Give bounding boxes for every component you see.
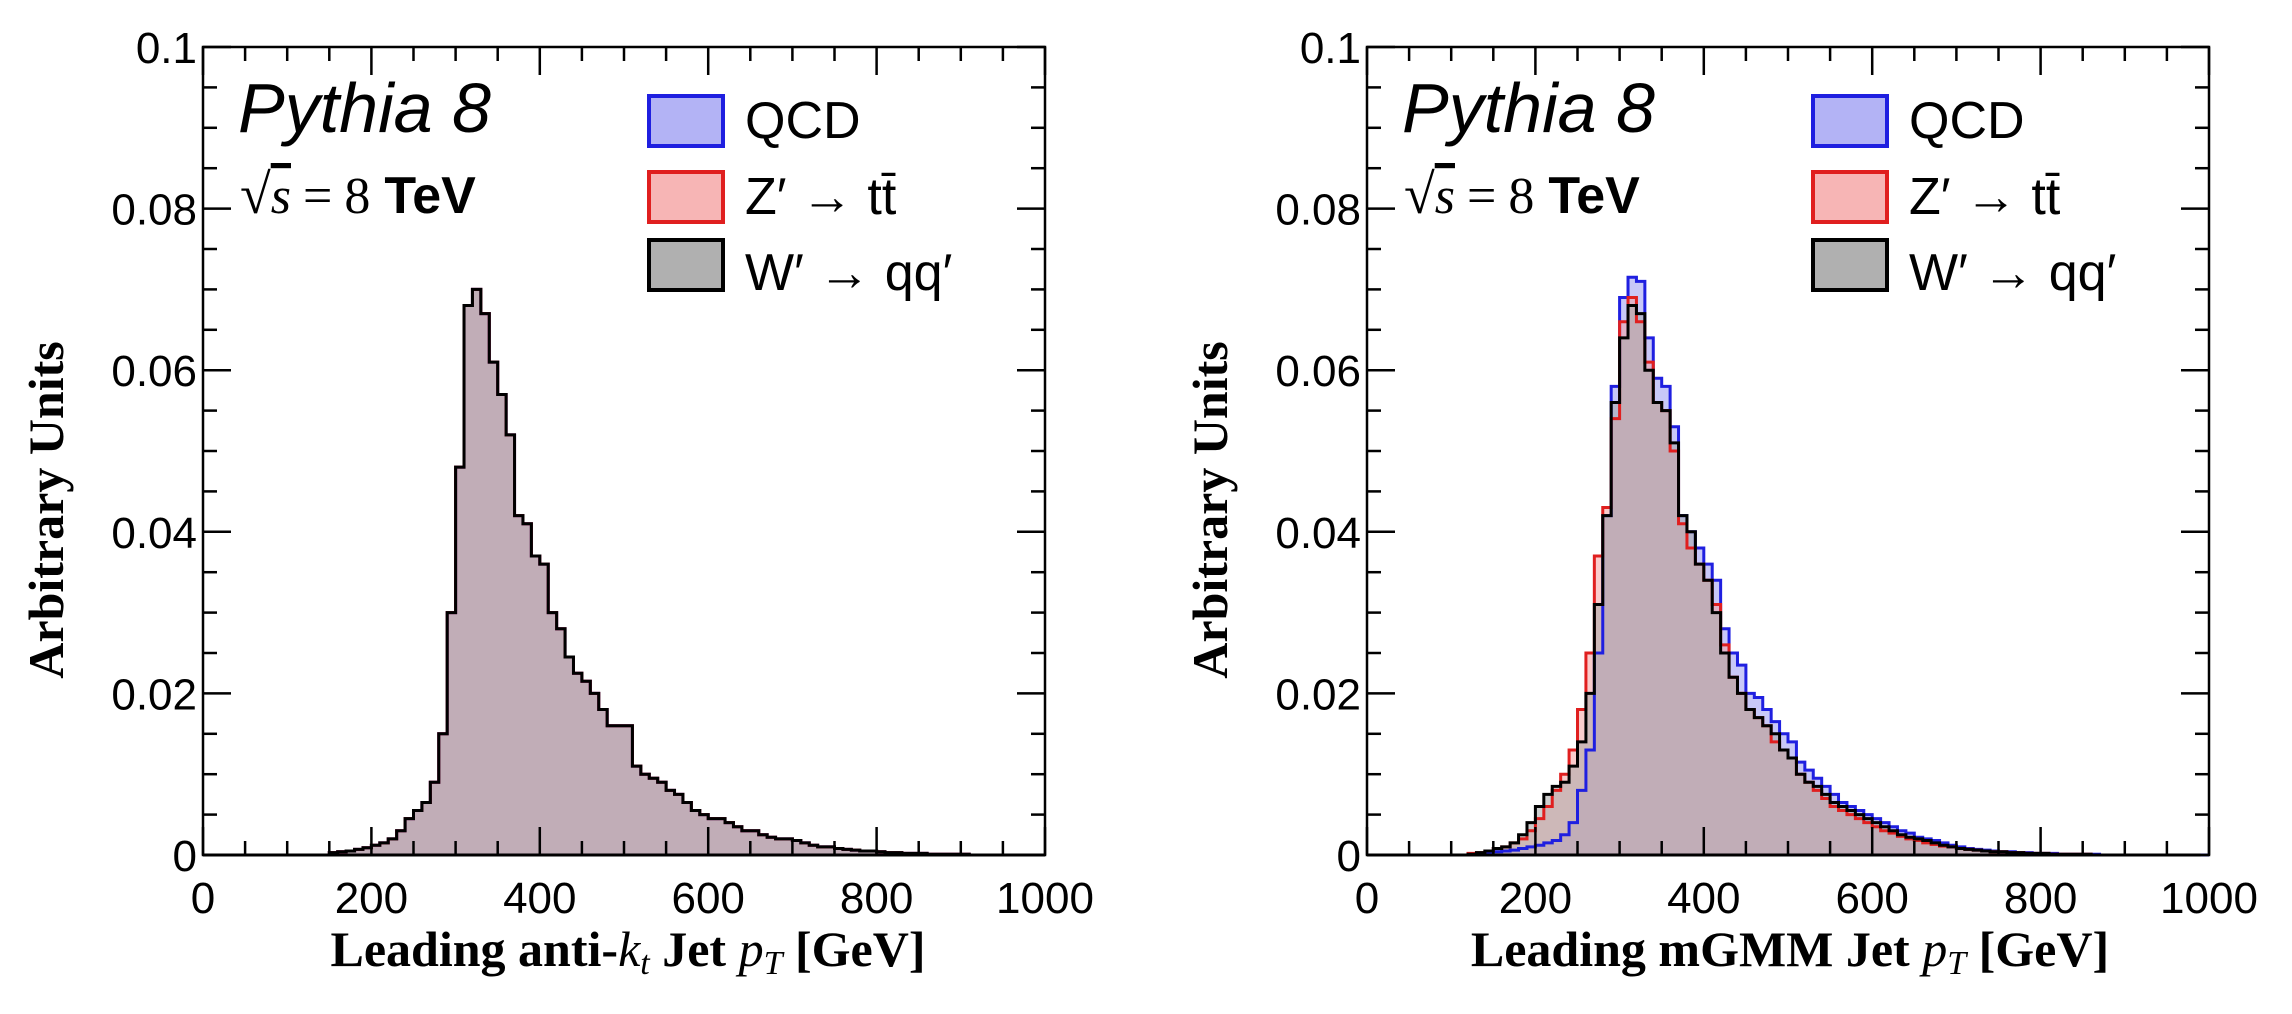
right-y-tick-label: 0.04: [1275, 509, 1361, 558]
right-legend-swatch-zprime: [1811, 170, 1889, 224]
right-legend-label-wprime: W′ → qq′: [1909, 244, 2116, 302]
right-x-tick-label: 600: [1835, 874, 1908, 923]
right-legend-label-zprime: Z′ → tt̄: [1909, 168, 2061, 226]
left-y-tick-label: 0.02: [111, 670, 197, 719]
right-histogram-line-wprime: [1367, 304, 2201, 857]
right-legend-swatch-wprime: [1811, 238, 1889, 292]
right-histograms: [1367, 275, 2209, 857]
left-x-tick-label: 400: [503, 874, 576, 923]
right-x-tick-label: 0: [1355, 874, 1379, 923]
right-energy-label: √s = 8 TeV: [1404, 164, 1640, 226]
left-energy-label: √s = 8 TeV: [240, 164, 476, 226]
left-histogram-fill-wprime: [203, 289, 1045, 855]
right-generator-label: Pythia 8: [1402, 69, 1655, 147]
left-x-tick-label: 0: [191, 874, 215, 923]
left-x-tick-label: 1000: [996, 874, 1094, 923]
left-x-tick-label: 600: [671, 874, 744, 923]
right-legend: QCD Z′ → tt̄ W′ → qq′: [1811, 92, 2116, 302]
right-y-tick-label: 0.02: [1275, 670, 1361, 719]
left-legend-label-zprime: Z′ → tt̄: [745, 168, 897, 226]
left-tick-labels: 0 200 400 600 800 1000 0 0.02 0.04 0.06 0.08 0.1: [111, 24, 1094, 923]
left-legend-label-wprime: W′ → qq′: [745, 244, 952, 302]
right-axis-ticks: [1365, 45, 2211, 857]
left-y-tick-label: 0.06: [111, 347, 197, 396]
left-generator-label: Pythia 8: [238, 69, 491, 147]
right-tick-labels: 0 200 400 600 800 1000 0 0.02 0.04 0.06 0.08 0.1: [1275, 24, 2258, 923]
right-x-tick-label: 800: [2004, 874, 2077, 923]
left-legend-label-qcd: QCD: [745, 92, 861, 150]
left-legend: QCD Z′ → tt̄ W′ → qq′: [647, 92, 952, 302]
right-x-tick-label: 200: [1499, 874, 1572, 923]
left-x-axis-label: Leading anti-kt Jet pT [GeV]: [331, 921, 926, 982]
right-chart-panel: 0 200 400 600 800 1000 0 0.02 0.04 0.06 0.08 0.1 Py…: [1182, 24, 2258, 982]
left-x-tick-label: 800: [840, 874, 913, 923]
left-y-axis-label: Arbitrary Units: [18, 341, 74, 678]
left-y-tick-label: 0.1: [136, 24, 197, 73]
left-chart-panel: 0 200 400 600 800 1000 0 0.02 0.04 0.06 0.08 0.1 Py…: [18, 24, 1094, 982]
left-legend-swatch-zprime: [647, 170, 725, 224]
left-histogram-line-wprime: [203, 287, 1045, 857]
right-legend-swatch-qcd: [1811, 94, 1889, 148]
right-legend-label-qcd: QCD: [1909, 92, 2025, 150]
right-x-tick-label: 1000: [2160, 874, 2258, 923]
right-sqrt-sign: √: [1404, 164, 1435, 226]
left-sqrt-sign: √: [240, 164, 271, 226]
left-y-tick-label: 0: [173, 832, 197, 881]
right-histogram-fill-wprime: [1367, 305, 2201, 855]
left-y-tick-label: 0.08: [111, 186, 197, 235]
left-legend-swatch-qcd: [647, 94, 725, 148]
right-y-tick-label: 0.06: [1275, 347, 1361, 396]
right-x-tick-label: 400: [1667, 874, 1740, 923]
right-x-axis-label: Leading mGMM Jet pT [GeV]: [1471, 921, 2109, 982]
left-y-tick-label: 0.04: [111, 509, 197, 558]
left-histograms: [203, 287, 1045, 857]
right-y-tick-label: 0.08: [1275, 186, 1361, 235]
right-y-tick-label: 0.1: [1300, 24, 1361, 73]
left-x-tick-label: 200: [335, 874, 408, 923]
left-axis-ticks: [201, 45, 1047, 857]
right-y-axis-label: Arbitrary Units: [1182, 341, 1238, 678]
right-y-tick-label: 0: [1337, 832, 1361, 881]
left-legend-swatch-wprime: [647, 238, 725, 292]
